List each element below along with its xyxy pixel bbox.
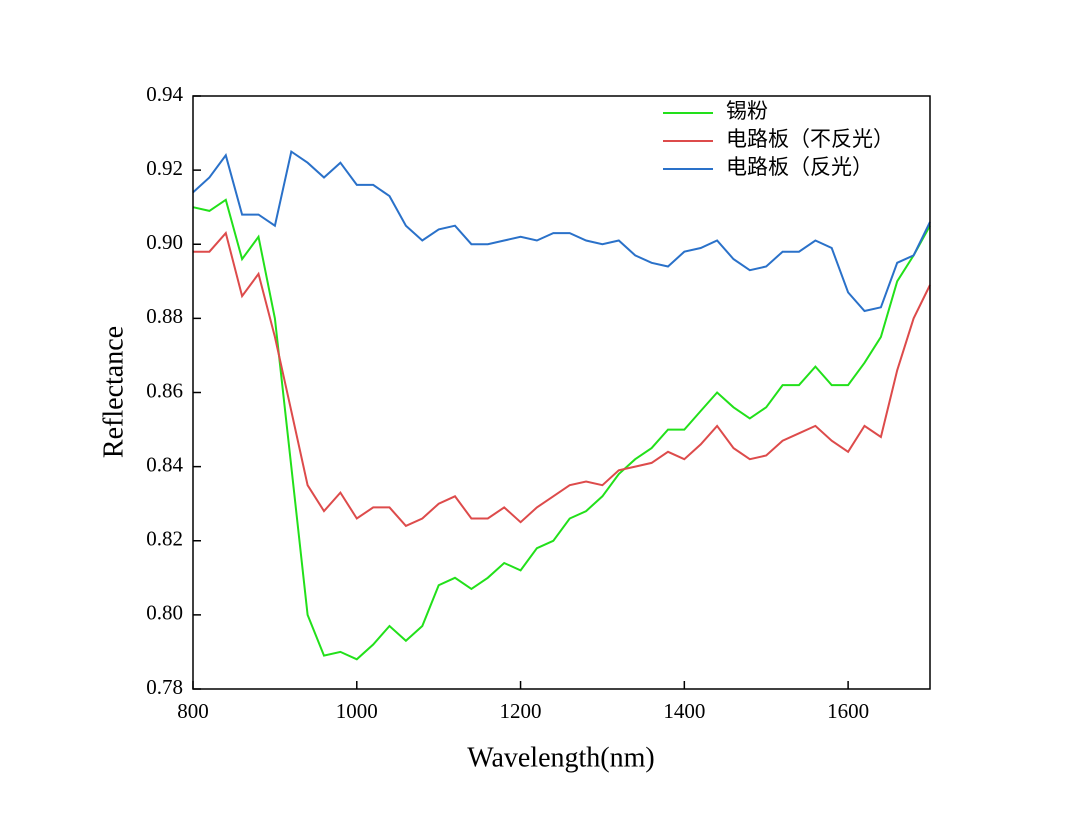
legend-label: 电路板（不反光） [726, 127, 894, 151]
y-tick-label: 0.86 [146, 378, 183, 402]
series-line [192, 198, 931, 661]
plot-frame [192, 95, 931, 690]
y-tick-label: 0.92 [146, 156, 183, 180]
x-axis-title: Wavelength(nm) [467, 742, 654, 773]
y-tick-label: 0.84 [146, 452, 183, 476]
y-tick-label: 0.78 [146, 675, 183, 699]
y-tick-label: 0.94 [146, 82, 183, 106]
x-tick-label: 1200 [500, 699, 542, 723]
y-tick-label: 0.80 [146, 601, 183, 625]
legend-label: 锡粉 [726, 99, 768, 123]
series-line [192, 149, 931, 313]
x-tick-label: 1600 [827, 699, 869, 723]
y-tick-label: 0.82 [146, 527, 183, 551]
x-tick-label: 1000 [336, 699, 378, 723]
y-tick-label: 0.88 [146, 304, 183, 328]
series-line [193, 231, 931, 528]
y-axis-title: Reflectance [98, 326, 129, 458]
y-tick-label: 0.90 [146, 230, 183, 254]
x-tick-label: 1400 [663, 699, 705, 723]
x-tick-label: 800 [177, 699, 209, 723]
legend-label: 电路板（反光） [726, 155, 873, 179]
